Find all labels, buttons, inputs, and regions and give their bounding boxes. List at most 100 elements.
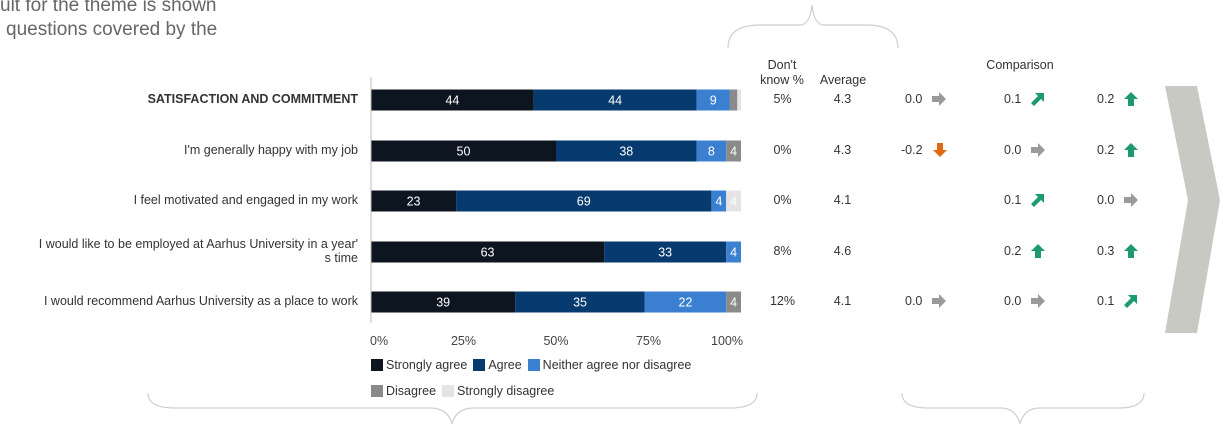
dont-know-value: 0% bbox=[773, 193, 792, 207]
bar-segment-agree bbox=[515, 291, 645, 313]
question-label-line: s time bbox=[324, 251, 358, 265]
arrow-up-right-icon bbox=[1031, 193, 1045, 207]
average-value: 4.3 bbox=[833, 92, 852, 106]
average-value: 4.1 bbox=[833, 294, 852, 308]
arrow-up-icon bbox=[1031, 244, 1046, 258]
chevron-right-icon bbox=[1165, 86, 1220, 333]
average-header: Average bbox=[819, 73, 867, 87]
comparison-cell: 0.0 bbox=[1004, 294, 1046, 308]
dont-know-header: Don't know % bbox=[760, 58, 804, 87]
comparison-value: 0.0 bbox=[905, 294, 923, 308]
legend-swatch bbox=[473, 359, 486, 371]
bar-segment-strongly-disagree bbox=[737, 89, 741, 111]
legend-swatch bbox=[442, 385, 455, 397]
comparison-cell: 0.0 bbox=[905, 92, 947, 106]
comparison-cell: -0.2 bbox=[901, 143, 947, 157]
bar-segment-agree bbox=[604, 241, 727, 263]
comparison-cell: 0.0 bbox=[1097, 193, 1139, 207]
data-label: 63 bbox=[481, 246, 495, 260]
comparison-cell: 0.1 bbox=[1097, 294, 1138, 308]
comparison-value: 0.0 bbox=[1097, 193, 1115, 207]
arrow-up-icon bbox=[1124, 244, 1139, 258]
data-label: 4 bbox=[730, 296, 737, 310]
bottom-brace-right bbox=[901, 392, 1145, 425]
arrow-right-icon bbox=[1031, 143, 1046, 157]
comparison-cell: 0.0 bbox=[1004, 143, 1046, 157]
question-label-line: I would recommend Aarhus University as a… bbox=[43, 294, 358, 308]
data-label: 44 bbox=[445, 94, 459, 108]
intro-text: ult for the theme is shown questions cov… bbox=[0, 0, 217, 42]
bar-segment-disagree bbox=[729, 89, 738, 111]
legend-swatch bbox=[527, 359, 540, 371]
dont-know-value: 5% bbox=[773, 92, 792, 106]
bar-segment-strongly-agree bbox=[371, 89, 534, 111]
comparison-value: 0.0 bbox=[1004, 294, 1022, 308]
bar-row-3: 23 69 4 4 bbox=[371, 190, 741, 212]
data-label: 50 bbox=[457, 145, 471, 159]
bar-segment-neither bbox=[696, 140, 727, 162]
arrow-down-icon bbox=[932, 143, 947, 157]
bar-segment-strongly-agree bbox=[371, 241, 605, 263]
arrow-right-icon bbox=[932, 92, 947, 106]
average-value: 4.1 bbox=[833, 193, 852, 207]
legend-item-agree: Agree bbox=[473, 358, 522, 372]
data-label: 69 bbox=[577, 195, 591, 209]
comparison-value: 0.2 bbox=[1097, 143, 1115, 157]
question-label: I'm generally happy with my job bbox=[184, 143, 358, 157]
legend-swatch bbox=[371, 385, 383, 397]
data-label: 4 bbox=[730, 145, 737, 159]
data-label: 4 bbox=[730, 246, 737, 260]
data-label: 4 bbox=[730, 195, 737, 209]
bar-segment-neither bbox=[711, 190, 727, 212]
data-label: 8 bbox=[708, 145, 715, 159]
bar-segment-neither bbox=[726, 241, 741, 263]
comparison-value: 0.0 bbox=[905, 92, 923, 106]
bar-segment-disagree bbox=[726, 140, 741, 162]
comparison-cell: 0.1 bbox=[1004, 92, 1045, 106]
question-label: SATISFACTION AND COMMITMENT bbox=[148, 92, 358, 106]
comparison-cell: 0.2 bbox=[1004, 244, 1046, 258]
comparison-header: Comparison bbox=[986, 58, 1054, 72]
question-label-line: I feel motivated and engaged in my work bbox=[133, 193, 358, 207]
average-value: 4.3 bbox=[833, 143, 852, 157]
comparison-value: 0.3 bbox=[1097, 244, 1115, 258]
comparison-value: 0.1 bbox=[1004, 193, 1022, 207]
comparison-cell: 0.2 bbox=[1097, 143, 1139, 157]
comparison-value: 0.0 bbox=[1004, 143, 1022, 157]
comparison-cell: 0.1 bbox=[1004, 193, 1045, 207]
bar-segment-strongly-agree bbox=[371, 190, 457, 212]
question-label-line: SATISFACTION AND COMMITMENT bbox=[147, 92, 358, 106]
comparison-value: 0.1 bbox=[1004, 92, 1022, 106]
arrow-up-icon bbox=[1124, 92, 1139, 106]
bar-segment-agree bbox=[556, 140, 697, 162]
x-tick-label: 50% bbox=[543, 334, 568, 348]
x-tick-label: 25% bbox=[451, 334, 476, 348]
bar-row-1: 44 44 9 bbox=[371, 89, 741, 111]
question-label-line: I'm generally happy with my job bbox=[184, 143, 358, 157]
legend-row-2: Disagree Strongly disagree bbox=[371, 384, 554, 398]
legend-swatch bbox=[371, 359, 383, 371]
arrow-up-icon bbox=[1124, 143, 1139, 157]
comparison-cell: 0.3 bbox=[1097, 244, 1139, 258]
comparison-value: 0.2 bbox=[1004, 244, 1022, 258]
x-tick-label: 75% bbox=[636, 334, 661, 348]
bar-segment-strongly-agree bbox=[371, 140, 556, 162]
question-label: I would like to be employed at Aarhus Un… bbox=[39, 237, 358, 265]
data-label: 23 bbox=[407, 195, 421, 209]
intro-line-2: questions covered by the bbox=[6, 19, 218, 40]
comparison-cell: 0.0 bbox=[905, 294, 947, 308]
bar-segment-neither bbox=[696, 89, 730, 111]
comparison-cell: 0.2 bbox=[1097, 92, 1139, 106]
bar-segment-neither bbox=[644, 291, 727, 313]
dont-know-value: 8% bbox=[773, 244, 792, 258]
comparison-value: -0.2 bbox=[901, 143, 923, 157]
question-label: I would recommend Aarhus University as a… bbox=[44, 294, 358, 308]
arrow-up-right-icon bbox=[1031, 92, 1045, 106]
bar-segment-strongly-agree bbox=[371, 291, 516, 313]
bar-segment-agree bbox=[456, 190, 712, 212]
data-label: 39 bbox=[436, 296, 450, 310]
legend-item-strongly-agree: Strongly agree bbox=[371, 358, 467, 372]
bar-row-4: 63 33 4 bbox=[371, 241, 741, 263]
